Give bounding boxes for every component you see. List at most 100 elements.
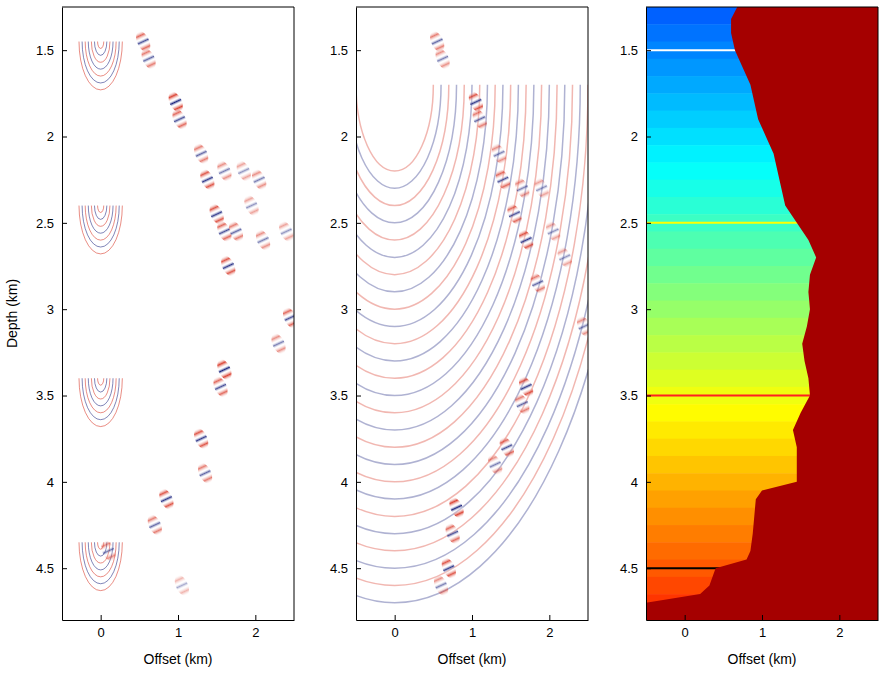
chart-root: 1.5 2 2.5 3 3.5 4 4.5 0 1 2 Offset (km) Depth (km) 1… [0,0,885,683]
panel: 1.522.533.544.5012Offset (km) [620,7,879,667]
tick: 1 [759,615,766,640]
event [446,495,466,520]
wavefront-arc [356,85,472,258]
axis-line [646,8,647,621]
wavefront-arc [94,206,106,220]
event [574,314,588,339]
wavefront-arc [356,85,495,309]
y-axis: 1.522.533.544.5 [36,8,67,621]
tick-label: 1.5 [330,43,348,58]
tick-label: 0 [682,625,689,640]
tick-label: 4.5 [620,561,638,576]
wavefront-arc [356,85,588,603]
event [485,452,505,477]
x-axis-title: Offset (km) [438,651,507,667]
tick-label: 2 [631,129,638,144]
wavefront-arc [356,85,549,430]
tick-label: 1 [175,625,182,640]
tick-label: 3 [47,302,54,317]
tick-mark [356,309,361,310]
tick-label: 3 [341,302,348,317]
wavefront-arc [356,85,580,499]
frame [356,7,588,8]
tick-mark [646,568,651,569]
tick-label: 3.5 [620,388,638,403]
event [555,245,575,270]
tick: 4.5 [620,561,651,576]
tick-label: 3.5 [330,388,348,403]
tick: 3 [631,302,651,317]
figure: 1.5 2 2.5 3 3.5 4 4.5 0 1 2 Offset (km) Depth (km) 1… [0,0,885,683]
wavefront-arc [356,85,441,189]
wavefront-arc [356,85,511,344]
tick-mark [62,568,67,569]
tick-mark [646,482,651,483]
tick: 2 [252,615,259,640]
tick: 4.5 [36,561,67,576]
wavefront-arc [98,206,104,213]
tick-mark [839,615,840,620]
tick-label: 3.5 [36,388,54,403]
wavefront-arc [88,378,113,406]
tick-mark [356,396,361,397]
wavefront-arc [91,378,110,399]
tick: 2.5 [330,216,361,231]
wavefront-arc [356,85,526,379]
tick: 0 [98,615,105,640]
event [210,374,230,399]
plot-area [62,7,294,620]
tick: 3 [47,302,67,317]
tick-label: 3 [631,302,638,317]
y-axis: 1.522.533.544.5 [330,8,361,621]
wavefront-arc [356,85,588,586]
wavefront-arc [98,378,104,385]
wavefront-arc [356,85,534,396]
wavefront-arc [356,85,480,275]
tick-mark [685,615,686,620]
tick: 3 [341,302,361,317]
tick-mark [356,568,361,569]
y-axis: 1.522.533.544.5 [620,8,651,621]
wavefront-arc [82,42,119,83]
wavefront-arc [98,42,104,49]
tick-mark [762,615,763,620]
event [443,521,463,546]
tick-mark [62,309,67,310]
event [276,219,294,244]
axis-line [647,620,879,621]
wavefront-arc [356,85,449,206]
event [268,331,288,356]
tick: 4 [631,475,651,490]
tick: 3.5 [620,388,651,403]
frame [878,7,879,620]
wavefront-arc [79,206,122,254]
background [356,7,588,620]
event [191,426,211,451]
axis-line [356,8,357,621]
tick: 1 [175,615,182,640]
event [470,107,490,132]
tick-label: 2 [341,129,348,144]
event [493,167,513,192]
tick: 4 [47,475,67,490]
tick: 2.5 [620,216,651,231]
event [241,193,261,218]
axis-line [62,8,63,621]
event [139,46,159,71]
tick-label: 4.5 [36,561,54,576]
tick-label: 1 [469,625,476,640]
y-axis-title: Depth (km) [4,279,20,348]
plot-area [356,7,588,620]
tick: 2 [341,129,361,144]
wavefront-arc [85,206,116,241]
tick-label: 2 [47,129,54,144]
tick-mark [62,50,67,51]
x-axis-title: Offset (km) [144,651,213,667]
tick-mark [178,615,179,620]
event [156,487,176,512]
tick-label: 4.5 [330,561,348,576]
tick: 2 [631,129,651,144]
tick-label: 0 [98,625,105,640]
wavefront-arc [356,85,542,413]
tick-label: 2.5 [36,216,54,231]
